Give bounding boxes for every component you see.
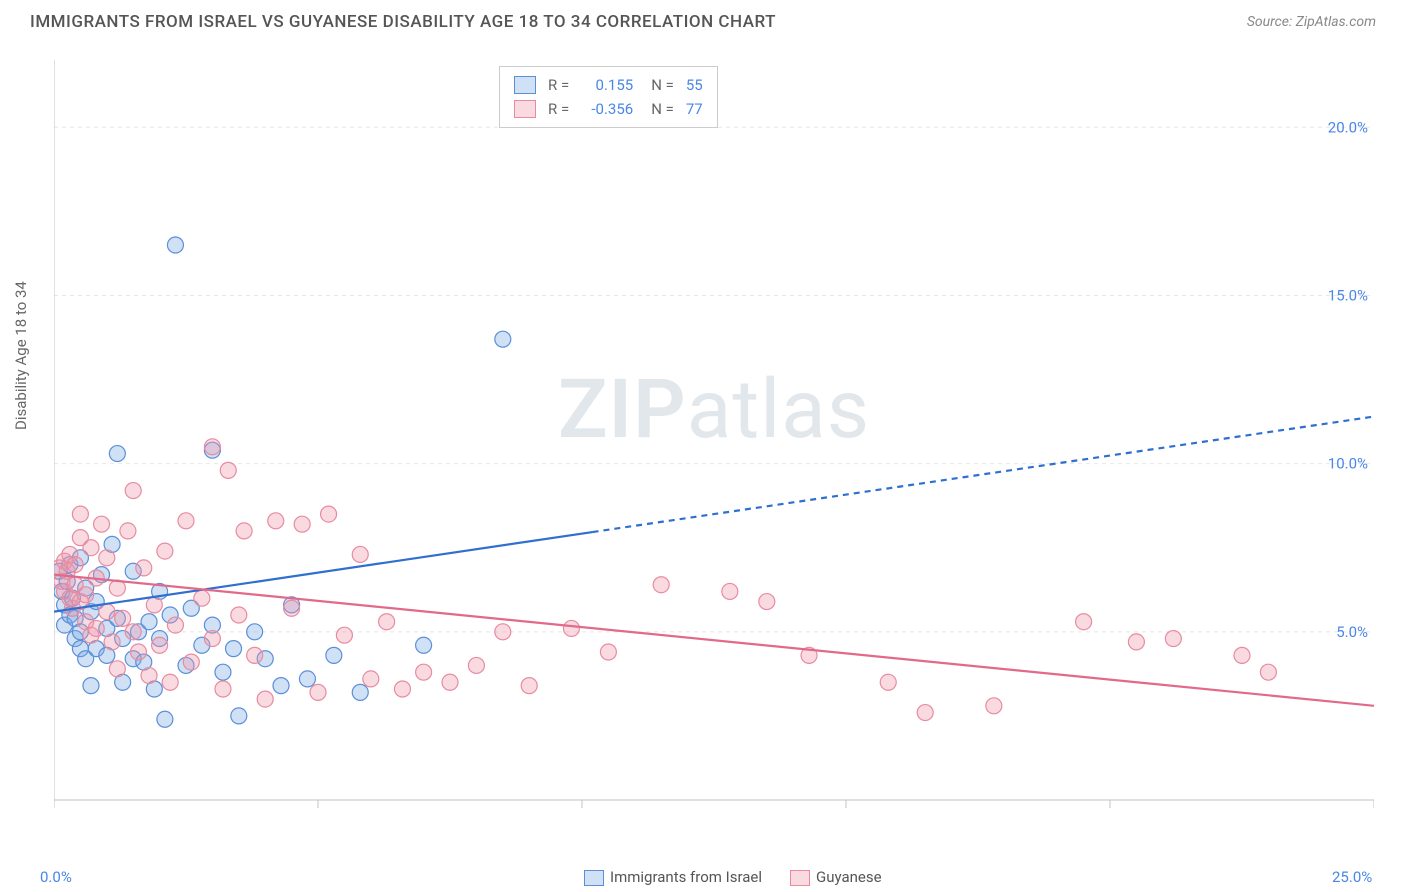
correlation-legend: R = 0.155 N = 55 R = -0.356 N = 77 — [499, 66, 718, 128]
legend-row: R = -0.356 N = 77 — [514, 97, 703, 121]
svg-text:10.0%: 10.0% — [1328, 455, 1368, 473]
chart-header: IMMIGRANTS FROM ISRAEL VS GUYANESE DISAB… — [0, 0, 1406, 40]
r-label: R = — [548, 97, 569, 121]
legend-swatch — [584, 870, 604, 886]
n-label: N = — [651, 73, 674, 97]
r-value: 0.155 — [581, 73, 633, 97]
n-value: 77 — [686, 97, 703, 121]
chart-title: IMMIGRANTS FROM ISRAEL VS GUYANESE DISAB… — [30, 12, 776, 32]
svg-text:20.0%: 20.0% — [1328, 118, 1368, 136]
legend-row: R = 0.155 N = 55 — [514, 73, 703, 97]
legend-swatch — [514, 100, 536, 118]
legend-swatch — [790, 870, 810, 886]
x-axis-max-label: 25.0% — [1332, 868, 1372, 886]
x-axis-min-label: 0.0% — [40, 868, 72, 886]
r-value: -0.356 — [581, 97, 633, 121]
legend-item: Immigrants from Israel — [584, 868, 762, 886]
n-label: N = — [651, 97, 674, 121]
n-value: 55 — [686, 73, 703, 97]
series-legend: Immigrants from Israel Guyanese — [584, 868, 882, 886]
legend-item: Guyanese — [790, 868, 882, 886]
scatter-plot: 5.0% 10.0% 15.0% 20.0% — [54, 60, 1374, 820]
chart-area: 5.0%10.0%15.0%20.0% ZIPatlas R =0.155N =… — [54, 60, 1374, 820]
series-name: Guyanese — [816, 868, 882, 886]
source-label: Source: ZipAtlas.com — [1247, 14, 1376, 30]
svg-text:15.0%: 15.0% — [1328, 286, 1368, 304]
y-axis-label: Disability Age 18 to 34 — [12, 281, 30, 430]
r-label: R = — [548, 73, 569, 97]
series-name: Immigrants from Israel — [610, 868, 762, 886]
svg-text:5.0%: 5.0% — [1336, 623, 1368, 641]
legend-swatch — [514, 76, 536, 94]
